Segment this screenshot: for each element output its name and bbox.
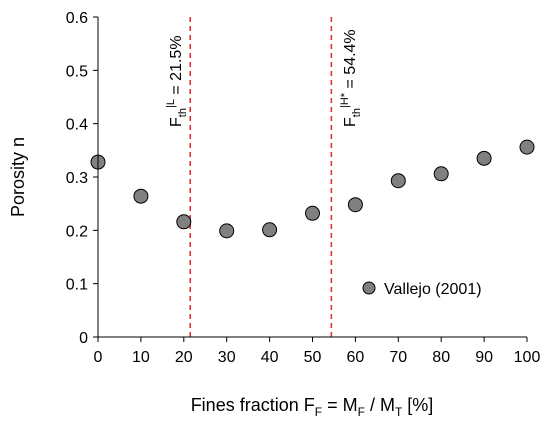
y-ticks: 0 0.1 0.2 0.3 0.4 0.5 0.6 bbox=[66, 10, 98, 347]
threshold-label-low-main: F bbox=[168, 117, 185, 127]
y-axis-title: Porosity n bbox=[8, 137, 28, 217]
threshold-lines bbox=[189, 17, 333, 337]
threshold-label-low-sup: |L bbox=[165, 99, 177, 108]
x-tick-label: 20 bbox=[175, 349, 193, 366]
x-tick-label: 10 bbox=[132, 349, 150, 366]
threshold-label-low: Fth|L = 21.5% bbox=[165, 35, 189, 127]
threshold-label-high-sub: th bbox=[351, 108, 363, 117]
y-tick-label: 0.2 bbox=[66, 223, 88, 240]
x-axis-title: Fines fraction FF = MF / MT [%] bbox=[191, 395, 434, 419]
y-tick-label: 0 bbox=[79, 330, 88, 347]
x-tick-label: 60 bbox=[347, 349, 365, 366]
x-tick-label: 90 bbox=[475, 349, 493, 366]
x-tick-label: 50 bbox=[304, 349, 322, 366]
x-tick-label: 40 bbox=[261, 349, 279, 366]
data-point bbox=[219, 223, 235, 239]
data-point bbox=[176, 214, 192, 230]
x-axis-title-main: Fines fraction F bbox=[191, 395, 315, 415]
x-axis-title-sub3: T bbox=[395, 405, 403, 419]
x-axis-title-sub2: F bbox=[358, 405, 365, 419]
data-point bbox=[262, 222, 278, 238]
threshold-label-high-sup: |H* bbox=[339, 92, 351, 108]
x-ticks: 0 10 20 30 40 50 60 70 80 90 100 bbox=[94, 337, 541, 366]
data-point bbox=[390, 173, 406, 189]
legend-marker bbox=[362, 281, 376, 295]
data-point bbox=[476, 150, 492, 166]
data-point bbox=[519, 139, 535, 155]
x-axis-title-sub1: F bbox=[315, 405, 322, 419]
data-points bbox=[90, 139, 535, 239]
x-tick-label: 80 bbox=[432, 349, 450, 366]
data-point bbox=[347, 197, 363, 213]
y-tick-label: 0.1 bbox=[66, 277, 88, 294]
legend: Vallejo (2001) bbox=[362, 281, 482, 298]
legend-label: Vallejo (2001) bbox=[384, 281, 482, 298]
x-tick-label: 70 bbox=[389, 349, 407, 366]
threshold-label-high-main: F bbox=[342, 117, 359, 127]
data-point bbox=[133, 188, 149, 204]
y-tick-label: 0.4 bbox=[66, 117, 88, 134]
y-tick-label: 0.3 bbox=[66, 170, 88, 187]
x-axis-title-mid: = M bbox=[322, 395, 358, 415]
x-tick-label: 100 bbox=[514, 349, 541, 366]
data-point bbox=[305, 205, 320, 221]
x-axis-title-end: [%] bbox=[402, 395, 433, 415]
threshold-label-low-sub: th bbox=[177, 108, 189, 117]
y-tick-label: 0.6 bbox=[66, 10, 88, 27]
x-tick-label: 0 bbox=[94, 349, 103, 366]
x-tick-label: 30 bbox=[218, 349, 236, 366]
threshold-label-high-end: = 54.4% bbox=[342, 29, 359, 93]
threshold-label-low-end: = 21.5% bbox=[168, 35, 185, 99]
threshold-label-high: Fth|H* = 54.4% bbox=[339, 29, 363, 127]
data-point bbox=[433, 166, 449, 182]
y-tick-label: 0.5 bbox=[66, 63, 88, 80]
x-axis-title-mid2: / M bbox=[365, 395, 395, 415]
